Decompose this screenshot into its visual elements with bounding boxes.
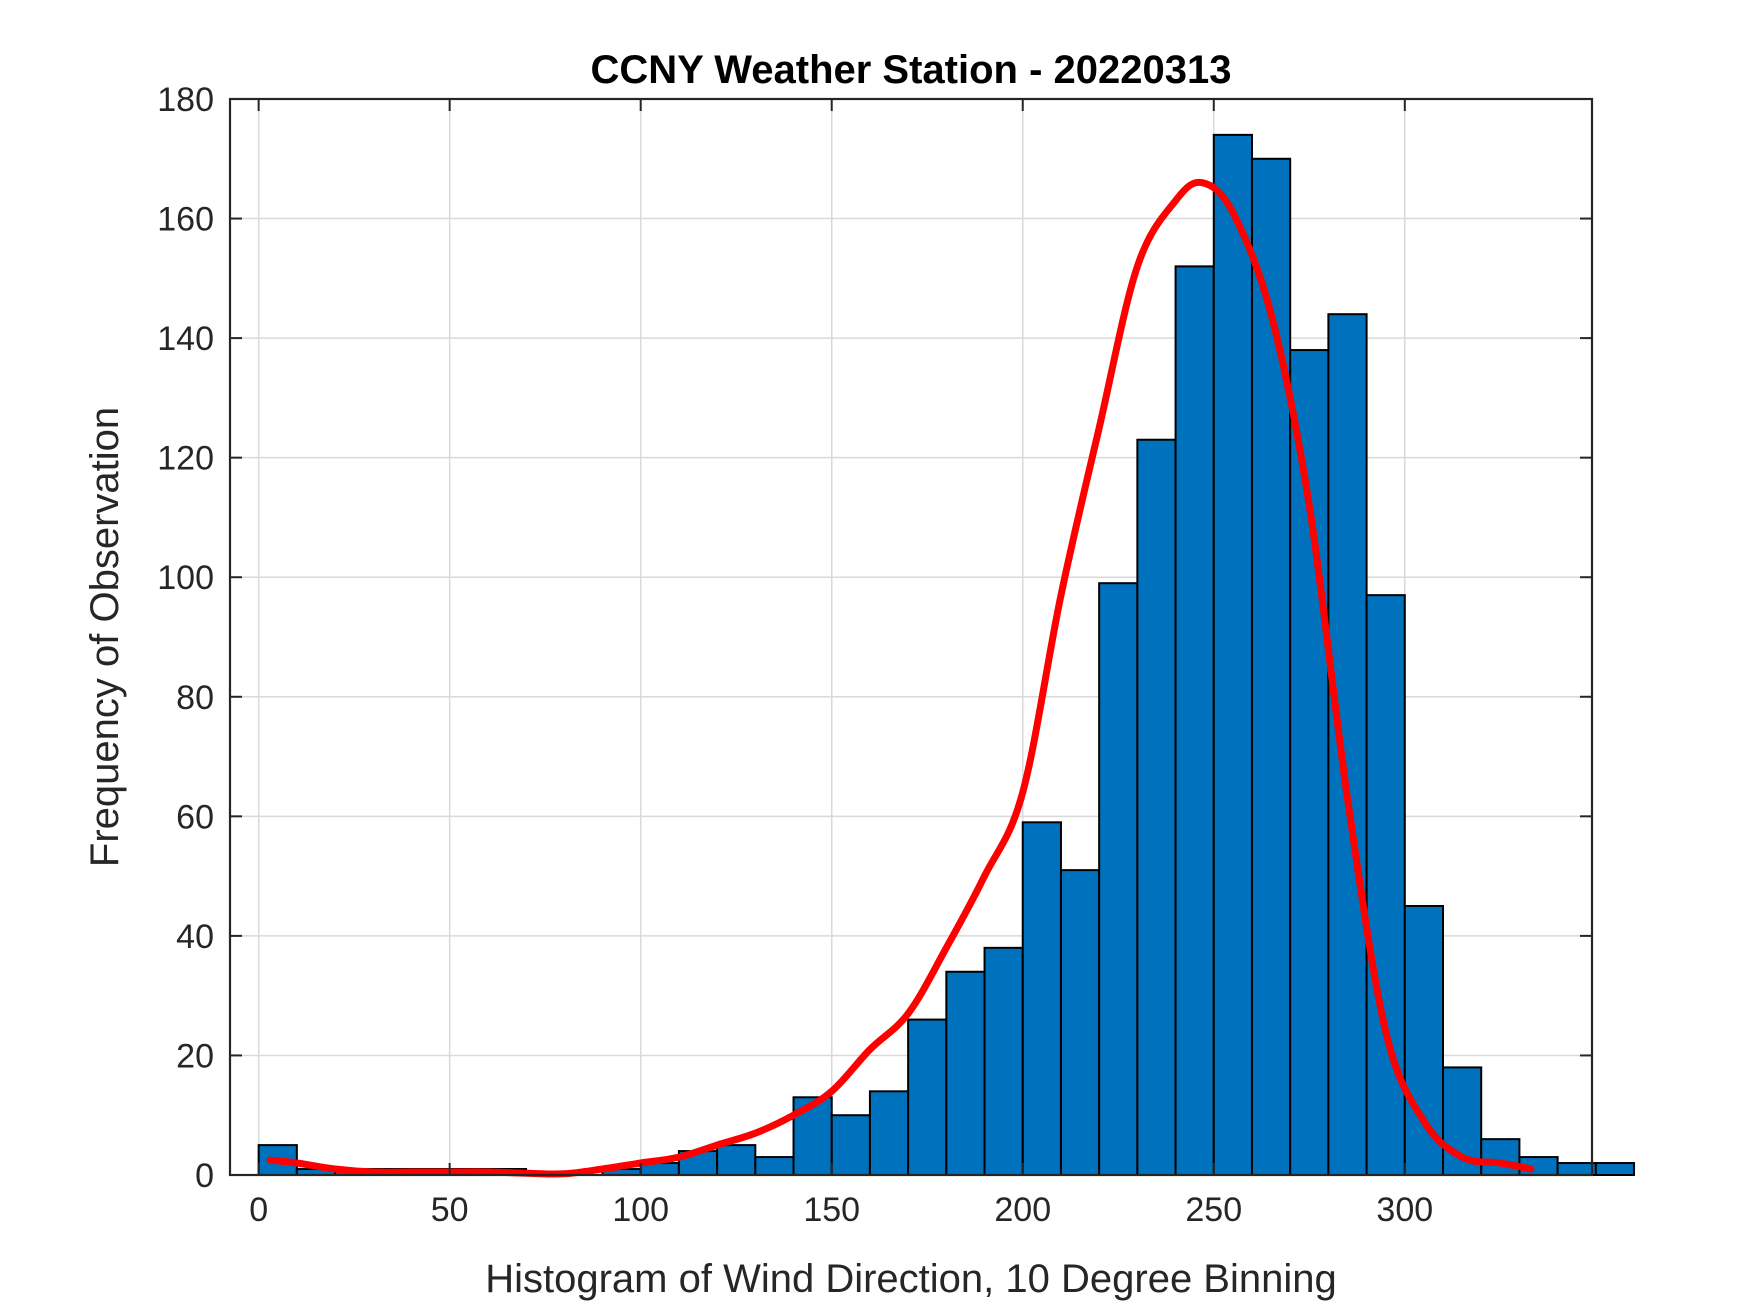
axis-ticks [230, 98, 1592, 1176]
histogram-bar [1021, 821, 1062, 1176]
histogram-bar [1212, 133, 1253, 1176]
histogram-bar [1289, 349, 1330, 1177]
y-tick-label: 20 [176, 1037, 214, 1075]
histogram-bar [1594, 1162, 1636, 1176]
histogram-bar [1059, 869, 1101, 1177]
y-tick-label: 180 [157, 81, 214, 119]
y-tick-label: 60 [176, 798, 214, 836]
density-curve [266, 178, 1535, 1178]
histogram-bar [868, 1090, 910, 1177]
y-axis-label: Frequency of Observation [83, 407, 127, 867]
histogram-bar [754, 1156, 795, 1176]
histogram-bar [716, 1144, 757, 1176]
histogram-bar [1365, 594, 1406, 1176]
tick-labels: 0 50 100 150 200 250 300 0 20 40 60 80 100 120 140 160 1… [157, 81, 1433, 1229]
plot-area-frame [228, 97, 1594, 1177]
histogram-bar [907, 1018, 948, 1176]
histogram-bar [1098, 582, 1139, 1176]
histogram-bar [983, 946, 1024, 1176]
x-tick-label: 0 [249, 1191, 268, 1229]
y-tick-label: 120 [157, 440, 214, 478]
y-tick-label: 100 [157, 559, 214, 597]
x-tick-label: 50 [431, 1191, 469, 1229]
y-tick-label: 160 [157, 201, 214, 239]
y-tick-label: 0 [195, 1157, 214, 1195]
histogram-bar [1403, 905, 1445, 1176]
x-tick-label: 300 [1376, 1191, 1433, 1229]
histogram-bar [1136, 438, 1177, 1176]
y-tick-label: 140 [157, 320, 214, 358]
histogram-bar [1174, 265, 1215, 1176]
histogram-bar [830, 1114, 871, 1176]
histogram-bar [945, 970, 986, 1176]
x-tick-label: 200 [994, 1191, 1051, 1229]
histogram-bar [1480, 1138, 1521, 1176]
histogram-bar [1556, 1162, 1597, 1176]
x-tick-label: 250 [1185, 1191, 1242, 1229]
y-tick-label: 40 [176, 918, 214, 956]
x-tick-label: 150 [803, 1191, 860, 1229]
y-tick-label: 80 [176, 679, 214, 717]
x-axis-label: Histogram of Wind Direction, 10 Degree B… [485, 1257, 1337, 1301]
density-curve-line [266, 178, 1535, 1178]
chart-title: CCNY Weather Station - 20220313 [591, 48, 1232, 92]
histogram-bar [1327, 313, 1368, 1176]
x-tick-label: 100 [612, 1191, 669, 1229]
